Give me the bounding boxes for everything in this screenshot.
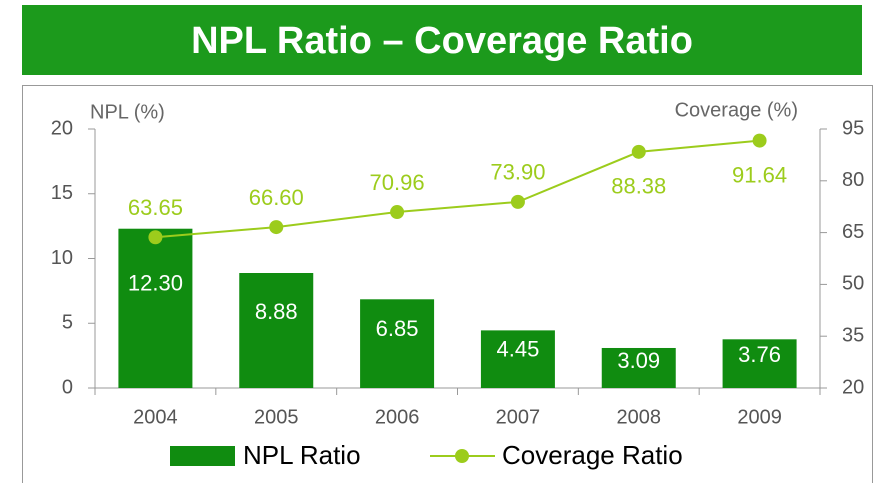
bar-value-label: 6.85 — [376, 316, 419, 341]
bar-value-label: 3.09 — [617, 348, 660, 373]
line-value-label: 66.60 — [249, 185, 304, 210]
y-tick-label: 15 — [51, 182, 73, 204]
x-tick-label: 2007 — [496, 406, 541, 428]
legend-label: NPL Ratio — [243, 440, 361, 470]
line-value-label: 88.38 — [611, 174, 666, 199]
coverage-point — [390, 205, 405, 220]
legend-swatch — [170, 446, 235, 466]
y-axis-label: NPL (%) — [90, 101, 165, 123]
coverage-point — [148, 230, 163, 245]
coverage-line — [155, 139, 760, 239]
bar-value-label: 12.30 — [128, 270, 183, 295]
bar — [360, 299, 435, 388]
line-value-label: 91.64 — [732, 162, 787, 187]
bar-value-label: 4.45 — [497, 336, 540, 361]
bar — [722, 339, 797, 388]
x-tick-label: 2008 — [617, 406, 662, 428]
title-banner — [22, 5, 862, 75]
x-tick-label: 2004 — [133, 406, 178, 428]
y-tick-label: 20 — [51, 117, 73, 139]
y2-tick-label: 80 — [842, 169, 864, 191]
bar — [118, 228, 193, 388]
y2-tick-label: 35 — [842, 324, 864, 346]
y2-tick-label: 50 — [842, 273, 864, 295]
y-tick-label: 10 — [51, 247, 73, 269]
x-tick-label: 2005 — [254, 406, 299, 428]
legend-label: Coverage Ratio — [502, 440, 683, 470]
x-tick-label: 2006 — [375, 406, 420, 428]
bar-value-label: 8.88 — [255, 299, 298, 324]
legend-marker — [455, 449, 469, 463]
x-tick-label: 2009 — [737, 406, 782, 428]
line-value-label: 63.65 — [128, 195, 183, 220]
line-value-label: 73.90 — [490, 160, 545, 185]
coverage-point — [269, 220, 284, 235]
coverage-point — [752, 133, 767, 148]
coverage-point — [510, 194, 525, 209]
bar — [239, 273, 314, 388]
y2-tick-label: 65 — [842, 221, 864, 243]
y2-tick-label: 95 — [842, 117, 864, 139]
line-value-label: 70.96 — [370, 170, 425, 195]
bar — [480, 330, 555, 388]
y-tick-label: 0 — [62, 376, 73, 398]
bar — [601, 347, 676, 388]
chart-frame — [22, 85, 873, 488]
coverage-point — [631, 144, 646, 159]
chart-title: NPL Ratio – Coverage Ratio — [191, 20, 693, 62]
bar-value-label: 3.76 — [738, 342, 781, 367]
y2-axis-label: Coverage (%) — [675, 99, 798, 121]
y2-tick-label: 20 — [842, 376, 864, 398]
y-tick-label: 5 — [62, 312, 73, 334]
